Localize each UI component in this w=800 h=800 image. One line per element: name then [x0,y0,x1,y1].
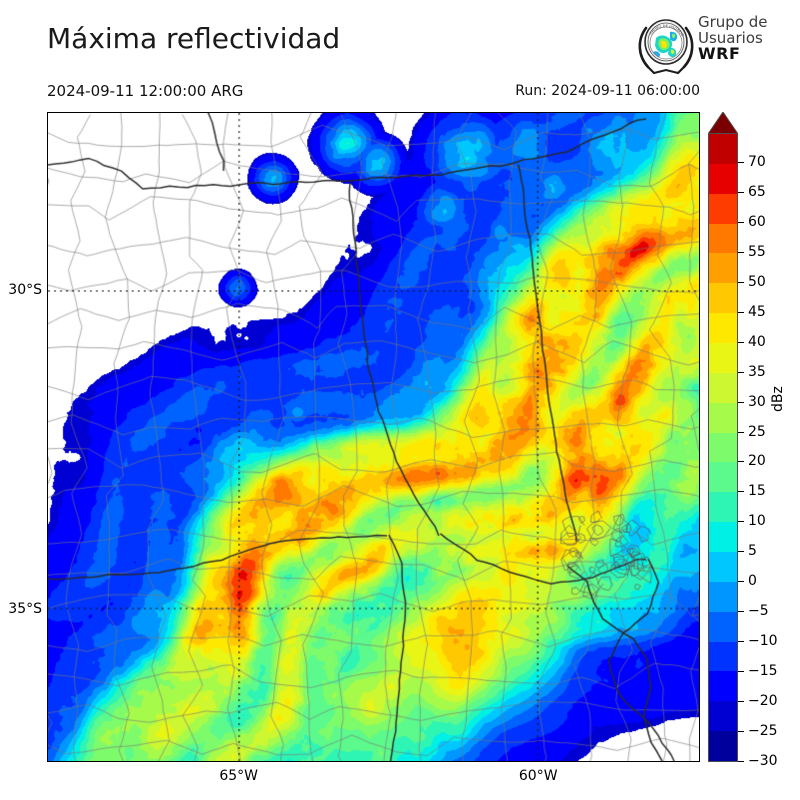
reflectivity-field-canvas [48,113,699,761]
colorbar-tick-label: 50 [748,273,766,290]
colorbar: 70 65 60 55 50 45 40 35 30 25 20 15 10 5 0 −5 −10 −15 −20−… [708,112,798,769]
colorbar-segment [709,462,737,493]
colorbar-segment [709,223,737,254]
ytick-label-30S: 30°S [8,282,42,299]
colorbar-tick-label: −15 [748,663,778,680]
colorbar-segment [709,134,737,164]
colorbar-tick-mark [738,371,744,373]
colorbar-segment [709,343,737,373]
colorbar-tick-mark [738,761,744,762]
globe-laurel-emblem-icon: GRUPO DE USUARIOS WRF [636,12,694,75]
logo-line-3: WRF [698,44,741,63]
colorbar-extend-max-arrow [708,112,738,134]
colorbar-tick-mark [738,551,744,553]
colorbar-gradient [708,133,738,762]
colorbar-tick-mark [738,671,744,673]
logo-line-1: Grupo de [698,13,768,31]
colorbar-segment [709,372,737,403]
logo-line-2: Usuarios [698,29,763,47]
colorbar-tick-label: 55 [748,243,766,260]
colorbar-segment [709,253,737,284]
colorbar-segment [709,402,737,433]
colorbar-tick-label: 40 [748,333,766,350]
colorbar-tick-label: −20 [748,693,778,710]
colorbar-segment [709,492,737,523]
colorbar-tick-label: 20 [748,453,766,470]
colorbar-tick-mark [738,731,744,733]
colorbar-tick-mark [738,581,744,583]
colorbar-tick-label: −30 [748,753,778,769]
colorbar-tick-label: 65 [748,183,766,200]
colorbar-tick-mark [738,701,744,703]
colorbar-tick-mark [738,521,744,523]
xtick-label-60W: 60°W [518,768,558,784]
colorbar-tick-mark [738,491,744,493]
colorbar-segment [709,193,737,224]
colorbar-tick-mark [738,191,744,193]
colorbar-tick-label: 15 [748,483,766,500]
page-title: Máxima reflectividad [47,22,341,55]
colorbar-tick-label: 25 [748,423,766,440]
colorbar-ticks: 70 65 60 55 50 45 40 35 30 25 20 15 10 5 0 −5 −10 −15 −20−… [738,112,798,769]
colorbar-tick-label: −10 [748,633,778,650]
colorbar-segment [709,731,737,762]
colorbar-tick-mark [738,461,744,463]
colorbar-axis-label: dBz [770,386,786,412]
colorbar-tick-mark [738,401,744,403]
colorbar-tick-label: 35 [748,363,766,380]
colorbar-tick-label: −25 [748,723,778,740]
colorbar-segment [709,283,737,314]
colorbar-segment [709,581,737,612]
colorbar-tick-label: 70 [748,153,766,170]
colorbar-segment [709,701,737,732]
colorbar-tick-label: 45 [748,303,766,320]
wrf-user-group-logo: GRUPO DE USUARIOS WRF Grupo de Usuarios … [636,10,796,78]
model-run-label: Run: 2024-09-11 06:00:00 [515,83,700,99]
colorbar-segment [709,611,737,642]
colorbar-tick-mark [738,641,744,643]
colorbar-tick-label: 10 [748,513,766,530]
colorbar-segment [709,313,737,344]
colorbar-segment [709,163,737,194]
colorbar-tick-mark [738,431,744,433]
colorbar-tick-mark [738,251,744,253]
colorbar-tick-label: 30 [748,393,766,410]
colorbar-segment [709,671,737,702]
colorbar-tick-label: 60 [748,213,766,230]
ytick-label-35S: 35°S [8,601,42,618]
xtick-label-65W: 65°W [219,768,259,784]
colorbar-tick-mark [738,611,744,613]
colorbar-segment [709,552,737,582]
colorbar-segment [709,432,737,463]
colorbar-segment [709,641,737,672]
colorbar-tick-mark [738,281,744,283]
reflectivity-map-plot[interactable] [47,112,700,762]
colorbar-tick-mark [738,341,744,343]
logo-text-block: Grupo de Usuarios WRF [698,14,796,62]
colorbar-tick-label: 5 [748,543,757,560]
valid-time-label: 2024-09-11 12:00:00 ARG [47,82,244,100]
colorbar-tick-mark [738,161,744,163]
colorbar-tick-mark [738,311,744,313]
colorbar-segment [709,522,737,553]
colorbar-tick-mark [738,221,744,223]
colorbar-tick-label: −5 [748,603,769,620]
colorbar-tick-label: 0 [748,573,757,590]
